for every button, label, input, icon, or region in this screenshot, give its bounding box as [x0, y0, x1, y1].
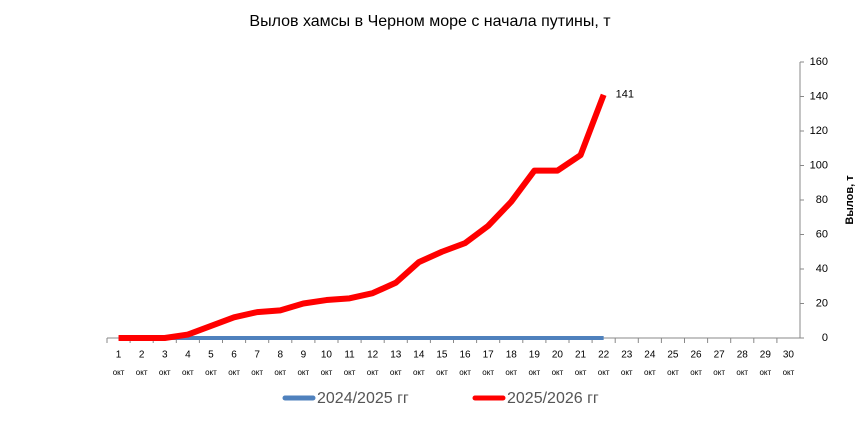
x-tick-label: 13	[390, 350, 402, 361]
y-tick-label: 20	[816, 297, 828, 309]
x-tick-label: 10	[321, 350, 333, 361]
y-tick-label: 60	[816, 228, 828, 240]
y-tick-label: 120	[810, 125, 828, 137]
x-tick-label: окт	[113, 368, 125, 377]
x-tick-label: 16	[459, 350, 471, 361]
x-tick-label: окт	[182, 368, 194, 377]
x-tick-label: окт	[436, 368, 448, 377]
x-tick-label: 17	[483, 350, 495, 361]
x-tick-label: 1	[116, 350, 122, 361]
x-tick-label: окт	[759, 368, 771, 377]
x-tick-label: 27	[714, 350, 726, 361]
x-tick-label: 23	[621, 350, 633, 361]
x-tick-label: окт	[598, 368, 610, 377]
x-tick-label: 6	[231, 350, 237, 361]
x-tick-label: окт	[251, 368, 263, 377]
y-tick-label: 160	[810, 56, 828, 68]
x-tick-label: 28	[737, 350, 749, 361]
x-tick-label: окт	[228, 368, 240, 377]
x-tick-label: окт	[528, 368, 540, 377]
x-tick-label: окт	[575, 368, 587, 377]
x-tick-label: окт	[159, 368, 171, 377]
x-tick-label: окт	[482, 368, 494, 377]
x-tick-label: окт	[274, 368, 286, 377]
x-tick-label: 26	[690, 350, 702, 361]
x-tick-label: 14	[413, 350, 425, 361]
x-tick-label: окт	[736, 368, 748, 377]
x-tick-label: 15	[436, 350, 448, 361]
x-tick-label: окт	[621, 368, 633, 377]
y-axis-label: Вылов, т	[844, 175, 856, 225]
y-tick-label: 40	[816, 263, 828, 275]
x-tick-label: 29	[760, 350, 772, 361]
x-tick-label: 30	[783, 350, 795, 361]
x-tick-label: 21	[575, 350, 587, 361]
x-tick-label: 19	[529, 350, 541, 361]
legend-label: 2024/2025 гг	[317, 390, 409, 407]
x-tick-label: окт	[783, 368, 795, 377]
y-tick-label: 80	[816, 194, 828, 206]
x-tick-label: окт	[344, 368, 356, 377]
x-tick-label: 11	[344, 350, 355, 361]
series-line	[118, 93, 607, 341]
x-tick-label: 25	[667, 350, 679, 361]
y-tick-label: 100	[810, 159, 828, 171]
x-tick-label: 24	[644, 350, 656, 361]
x-tick-label: окт	[690, 368, 702, 377]
x-tick-label: 8	[277, 350, 283, 361]
x-tick-label: 4	[185, 350, 191, 361]
x-tick-label: окт	[644, 368, 656, 377]
x-tick-label: окт	[136, 368, 148, 377]
x-tick-label: 20	[552, 350, 564, 361]
x-tick-label: окт	[713, 368, 725, 377]
x-tick-label: 12	[367, 350, 379, 361]
data-label: 141	[616, 89, 634, 101]
legend-label: 2025/2026 гг	[507, 390, 599, 407]
x-tick-label: окт	[297, 368, 309, 377]
x-tick-label: 18	[506, 350, 518, 361]
x-tick-label: 2	[139, 350, 145, 361]
x-tick-label: окт	[205, 368, 217, 377]
x-tick-label: окт	[459, 368, 471, 377]
x-tick-label: 7	[254, 350, 260, 361]
x-tick-label: 9	[301, 350, 307, 361]
y-tick-label: 0	[822, 332, 828, 344]
x-tick-label: 5	[208, 350, 214, 361]
x-tick-label: окт	[413, 368, 425, 377]
x-tick-label: 3	[162, 350, 168, 361]
x-tick-label: окт	[390, 368, 402, 377]
x-tick-label: окт	[667, 368, 679, 377]
x-tick-label: окт	[321, 368, 333, 377]
x-tick-label: окт	[552, 368, 564, 377]
chart-title: Вылов хамсы в Черном море с начала путин…	[249, 13, 611, 30]
x-tick-label: 22	[598, 350, 610, 361]
x-tick-label: окт	[367, 368, 379, 377]
x-tick-label: окт	[505, 368, 517, 377]
y-tick-label: 140	[810, 90, 828, 102]
